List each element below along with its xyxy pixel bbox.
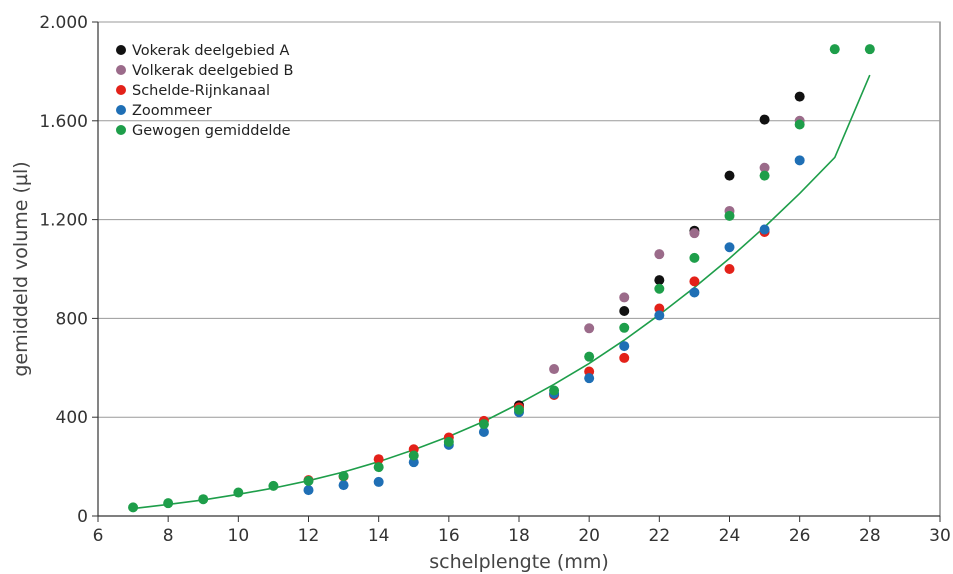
data-point — [338, 480, 349, 491]
data-point — [338, 470, 349, 481]
x-tick-label: 6 — [93, 526, 104, 546]
data-point — [689, 276, 700, 287]
plot-area — [97, 21, 941, 517]
data-point — [584, 351, 595, 362]
x-tick-label: 26 — [789, 526, 811, 546]
y-tick-label: 400 — [56, 408, 88, 428]
data-point — [478, 427, 489, 438]
x-tick-label: 12 — [298, 526, 320, 546]
legend-marker — [116, 65, 126, 75]
data-points — [128, 44, 875, 513]
data-point — [619, 292, 630, 303]
data-point — [549, 364, 560, 375]
data-point — [759, 162, 770, 173]
x-tick-label: 16 — [438, 526, 460, 546]
x-tick-label: 24 — [719, 526, 741, 546]
data-point — [654, 310, 665, 321]
data-point — [373, 476, 384, 487]
legend-marker — [116, 45, 126, 55]
x-tick-label: 18 — [508, 526, 530, 546]
y-tick-label: 1.200 — [39, 211, 88, 231]
x-tick-label: 20 — [578, 526, 600, 546]
data-point — [689, 252, 700, 263]
data-point — [373, 454, 384, 465]
data-point — [373, 462, 384, 473]
data-point — [654, 275, 665, 286]
y-tick-label: 2.000 — [39, 13, 88, 33]
data-point — [619, 341, 630, 352]
series-5 — [128, 44, 875, 513]
data-point — [689, 287, 700, 298]
x-tick-label: 14 — [368, 526, 390, 546]
x-axis-ticks: 6 8 10 12 14 16 18 20 22 24 26 28 30 — [93, 516, 951, 546]
data-point — [794, 91, 805, 102]
data-point — [654, 283, 665, 294]
gridlines — [98, 21, 940, 418]
data-point — [794, 119, 805, 130]
legend-label: Volkerak deelgebied B — [132, 63, 293, 79]
legend-label: Gewogen gemiddelde — [132, 123, 291, 139]
legend-label: Schelde-Rijnkanaal — [132, 83, 270, 99]
data-point — [724, 242, 735, 253]
data-point — [619, 352, 630, 363]
legend-marker — [116, 125, 126, 135]
data-point — [198, 494, 209, 505]
x-tick-label: 30 — [929, 526, 951, 546]
data-point — [654, 303, 665, 314]
y-tick-label: 800 — [56, 309, 88, 329]
data-point — [233, 487, 244, 498]
data-point — [303, 485, 314, 496]
data-point — [759, 114, 770, 125]
y-axis-ticks: 0 400 800 1.200 1.600 2.000 — [39, 13, 98, 527]
data-point — [128, 502, 139, 513]
x-axis-title: schelplengte (mm) — [429, 551, 609, 573]
data-point — [724, 170, 735, 181]
data-point — [759, 224, 770, 235]
data-point — [759, 170, 770, 181]
data-point — [303, 475, 314, 486]
data-point — [408, 450, 419, 461]
data-point — [619, 305, 630, 316]
data-point — [829, 44, 840, 55]
data-point — [163, 498, 174, 509]
data-point — [478, 419, 489, 430]
y-axis-title: gemiddeld volume (µl) — [10, 161, 32, 376]
legend-label: Vokerak deelgebied A — [132, 43, 289, 59]
y-tick-label: 0 — [77, 507, 88, 527]
x-tick-label: 10 — [228, 526, 250, 546]
data-point — [514, 404, 524, 415]
legend-marker — [116, 85, 126, 95]
data-point — [268, 480, 279, 491]
x-tick-label: 28 — [859, 526, 881, 546]
x-tick-label: 8 — [163, 526, 174, 546]
fit-curve — [133, 74, 871, 510]
legend-label: Zoommeer — [132, 103, 212, 119]
data-point — [724, 264, 735, 274]
data-point — [549, 385, 560, 396]
data-point — [689, 228, 700, 239]
legend: Vokerak deelgebied A Volkerak deelgebied … — [116, 43, 293, 139]
data-point — [724, 210, 735, 221]
data-point — [443, 436, 454, 447]
data-point — [584, 373, 595, 384]
y-tick-label: 1.600 — [39, 112, 88, 132]
x-tick-label: 22 — [649, 526, 671, 546]
data-point — [584, 323, 595, 334]
data-point — [654, 249, 665, 260]
data-point — [864, 44, 875, 55]
data-point — [619, 322, 630, 333]
fit-curve-group — [133, 74, 871, 510]
data-point — [794, 155, 805, 166]
legend-marker — [116, 105, 126, 115]
